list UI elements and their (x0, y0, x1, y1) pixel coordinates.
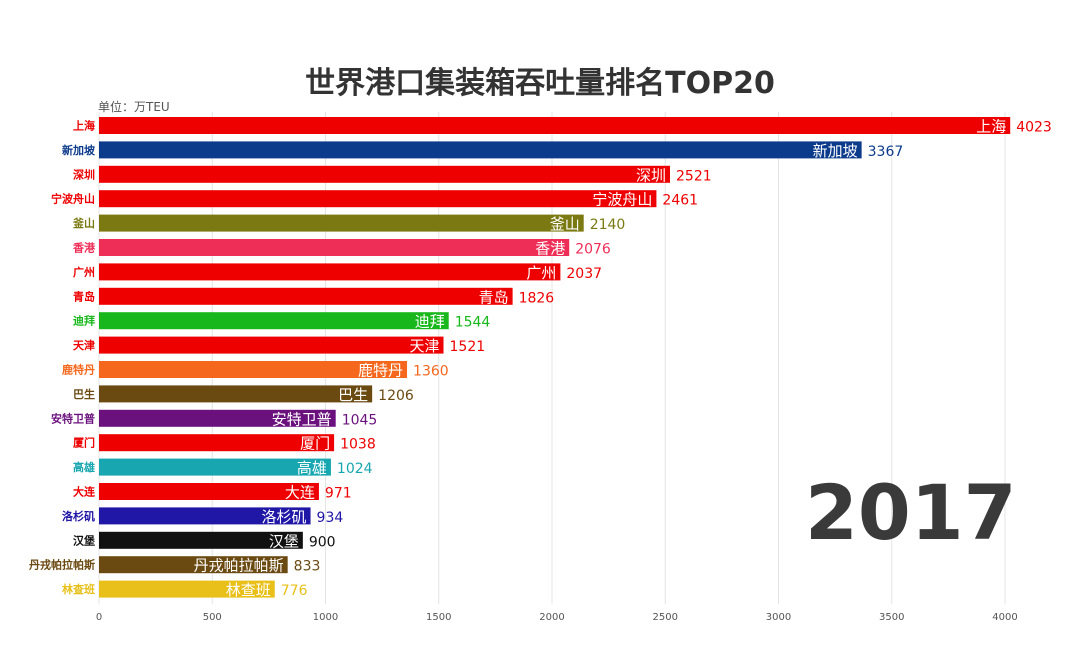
bar-inner-label: 宁波舟山 (592, 191, 652, 209)
value-label: 900 (309, 534, 336, 550)
bar-inner-label: 迪拜 (415, 313, 445, 331)
category-label: 迪拜 (73, 314, 95, 328)
bar (99, 336, 444, 354)
x-tick-label: 4000 (992, 612, 1017, 623)
category-label: 厦门 (73, 436, 95, 450)
x-tick-label: 1500 (426, 612, 451, 623)
bar-inner-label: 高雄 (297, 459, 327, 477)
bar (99, 458, 331, 476)
bar (99, 263, 561, 281)
value-label: 1826 (519, 290, 555, 306)
value-label: 1045 (342, 412, 378, 428)
value-label: 1206 (378, 388, 414, 404)
bar (99, 165, 671, 183)
value-label: 2037 (566, 266, 602, 282)
bar (99, 507, 311, 525)
bar-inner-label: 青岛 (479, 288, 509, 306)
bar-inner-label: 新加坡 (813, 142, 858, 160)
category-label: 釜山 (72, 216, 95, 230)
category-label: 林查班 (62, 582, 95, 596)
category-label: 宁波舟山 (51, 192, 95, 206)
bar-inner-label: 林查班 (226, 581, 271, 599)
value-label: 971 (325, 486, 352, 502)
value-label: 2076 (575, 242, 611, 258)
bar-inner-label: 巴生 (338, 386, 368, 404)
value-label: 2140 (590, 217, 626, 233)
x-tick-label: 2500 (653, 612, 678, 623)
x-tick-label: 0 (96, 612, 102, 623)
bar-inner-label: 天津 (409, 337, 439, 355)
x-tick-label: 3500 (879, 612, 904, 623)
bar-inner-label: 釜山 (550, 215, 580, 233)
category-label: 新加坡 (62, 143, 96, 157)
bar (99, 483, 319, 500)
value-label: 1024 (337, 461, 373, 477)
bar-inner-label: 丹戎帕拉帕斯 (194, 557, 284, 575)
category-label: 丹戎帕拉帕斯 (29, 558, 95, 572)
category-label: 香港 (72, 241, 96, 255)
bar (99, 531, 303, 549)
value-label: 934 (317, 510, 344, 526)
category-label: 广州 (73, 265, 95, 279)
x-tick-label: 2000 (539, 612, 564, 623)
value-label: 1521 (450, 339, 486, 355)
bar (99, 141, 862, 159)
bar (99, 361, 408, 378)
value-label: 1360 (413, 364, 449, 380)
value-label: 1544 (455, 315, 491, 331)
category-label: 安特卫普 (51, 411, 95, 425)
category-label: 深圳 (73, 167, 95, 181)
bar (99, 287, 513, 305)
bar-inner-label: 厦门 (300, 435, 330, 453)
bar-inner-label: 广州 (526, 264, 556, 282)
category-label: 青岛 (73, 289, 95, 303)
value-label: 833 (294, 559, 321, 575)
year-label: 2017 (805, 468, 1017, 557)
unit-label: 单位：万TEU (98, 100, 170, 114)
category-label: 上海 (73, 119, 95, 133)
bar (99, 385, 373, 403)
value-label: 776 (281, 583, 308, 599)
bar (99, 580, 275, 598)
value-label: 2521 (676, 168, 712, 184)
bar-inner-label: 鹿特丹 (358, 362, 403, 380)
x-tick-label: 500 (203, 612, 222, 623)
category-label: 天津 (73, 338, 95, 352)
bar (99, 190, 657, 208)
bar-inner-label: 深圳 (636, 166, 666, 184)
bar-inner-label: 大连 (285, 484, 315, 502)
x-tick-label: 3000 (766, 612, 791, 623)
value-label: 1038 (340, 437, 376, 453)
value-label: 2461 (662, 193, 698, 209)
bar (99, 214, 584, 232)
bar-inner-label: 上海 (976, 118, 1006, 136)
category-label: 高雄 (73, 460, 95, 474)
category-label: 鹿特丹 (62, 363, 95, 377)
bar (99, 409, 336, 427)
bar (99, 312, 449, 330)
category-label: 巴生 (73, 387, 95, 401)
bar (99, 239, 570, 256)
bar-inner-label: 安特卫普 (272, 410, 332, 428)
bar (99, 117, 1011, 134)
x-tick-label: 1000 (313, 612, 338, 623)
bar-inner-label: 汉堡 (269, 532, 299, 550)
category-label: 汉堡 (73, 533, 95, 547)
category-label: 大连 (73, 485, 96, 499)
bar-inner-label: 洛杉矶 (262, 508, 307, 526)
category-label: 洛杉矶 (62, 509, 95, 523)
value-label: 3367 (868, 144, 904, 160)
bar (99, 434, 335, 452)
chart-title: 世界港口集装箱吞吐量排名TOP20 (305, 66, 775, 101)
bar (99, 556, 288, 574)
value-label: 4023 (1016, 120, 1052, 136)
bar-inner-label: 香港 (535, 240, 565, 258)
